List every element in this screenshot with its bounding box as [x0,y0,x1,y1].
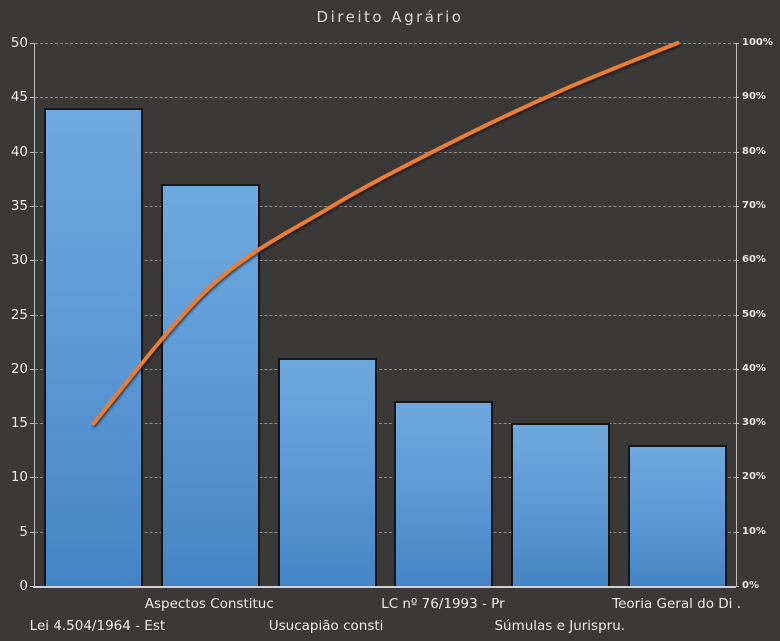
y-left-tick-label: 35 [10,197,28,214]
bar-3 [278,358,377,586]
chart-title: Direito Agrário [316,8,464,26]
plot-area [34,41,737,586]
y-right-tickmark [735,477,739,479]
y-right-tickmark [735,423,739,425]
y-left-tickmark [30,260,34,262]
gridline [35,205,736,207]
y-left-tick-label: 15 [10,415,28,432]
y-right-tickmark [735,43,739,44]
y-left-tick-label: 45 [10,89,28,106]
bar-6 [628,445,727,586]
x-category-label-4: LC nº 76/1993 - Pr [381,596,505,612]
cumulative-line-path [91,41,680,426]
y-right-tick-label: 100% [742,37,773,48]
y-left-tickmark [30,97,34,99]
cumulative-line [91,41,680,426]
gridline [35,43,736,44]
y-left-tick-label: 10 [10,469,28,486]
y-right-tick-label: 40% [742,362,766,374]
y-right-tick-label: 90% [742,91,766,103]
y-left-tickmark [30,314,34,316]
bar-5 [511,423,610,586]
y-right-tickmark [735,97,739,99]
y-left-tick-label: 20 [10,360,28,377]
bar-2 [161,184,260,586]
y-right-tick-label: 0% [742,580,759,591]
y-right-tickmark [735,531,739,533]
x-category-label-3: Usucapião consti [268,618,384,634]
gridline [35,151,736,153]
y-right-tick-label: 30% [742,417,766,429]
x-category-label-6: Teoria Geral do Di . [612,596,742,612]
x-axis-line [33,586,736,588]
y-right-tick-label: 80% [742,145,766,157]
x-category-label-1: Lei 4.504/1964 - Est [29,618,166,634]
y-left-tickmark [30,43,34,44]
y-left-tickmark [30,205,34,207]
y-left-tick-label: 5 [19,523,28,540]
gridline [35,314,736,316]
y-left-tick-label: 40 [10,143,28,160]
x-category-label-2: Aspectos Constituc [144,596,274,612]
y-right-tickmark [735,260,739,262]
gridline [35,368,736,370]
x-category-label-5: Súmulas e Jurispru. [494,618,626,634]
gridline [35,531,736,533]
y-left-tickmark [30,477,34,479]
y-left-tick-label: 0 [19,578,28,594]
y-left-tick-label: 25 [10,306,28,323]
y-right-tickmark [735,205,739,207]
gridline [35,260,736,262]
gridline [35,423,736,425]
bar-4 [394,401,493,586]
y-left-tickmark [30,586,34,587]
y-right-tickmark [735,314,739,316]
y-right-tickmark [735,151,739,153]
y-left-tick-label: 30 [10,252,28,269]
bar-1 [44,108,143,586]
y-right-tickmark [735,586,739,587]
y-left-tickmark [30,531,34,533]
y-right-tick-label: 10% [742,525,766,537]
y-left-tick-label: 50 [10,35,28,51]
gridline [35,97,736,99]
y-right-tick-label: 60% [742,254,766,266]
y-right-tick-label: 70% [742,199,766,211]
y-right-tickmark [735,368,739,370]
y-left-tickmark [30,368,34,370]
y-left-tickmark [30,423,34,425]
y-left-tickmark [30,151,34,153]
y-right-tick-label: 50% [742,308,766,320]
y-right-tick-label: 20% [742,471,766,483]
gridline [35,477,736,479]
